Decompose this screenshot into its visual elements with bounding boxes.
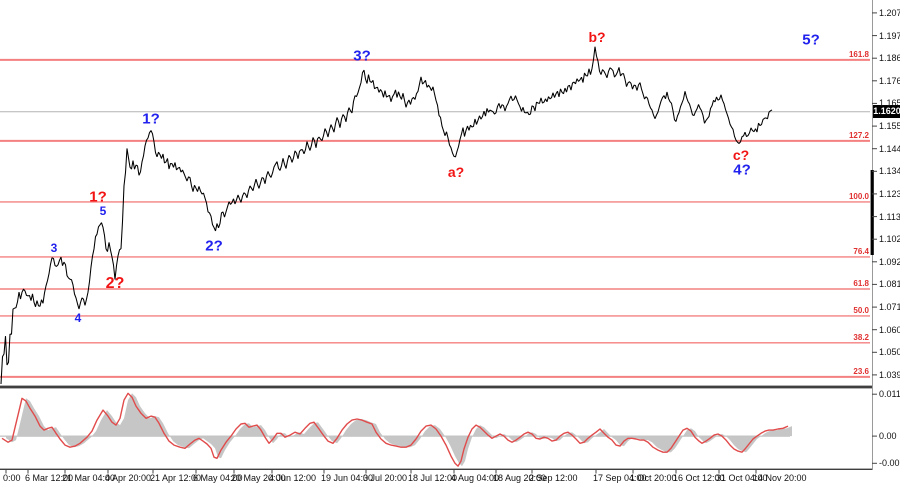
oscillator-pane (0, 389, 873, 469)
price-pane (0, 0, 873, 387)
